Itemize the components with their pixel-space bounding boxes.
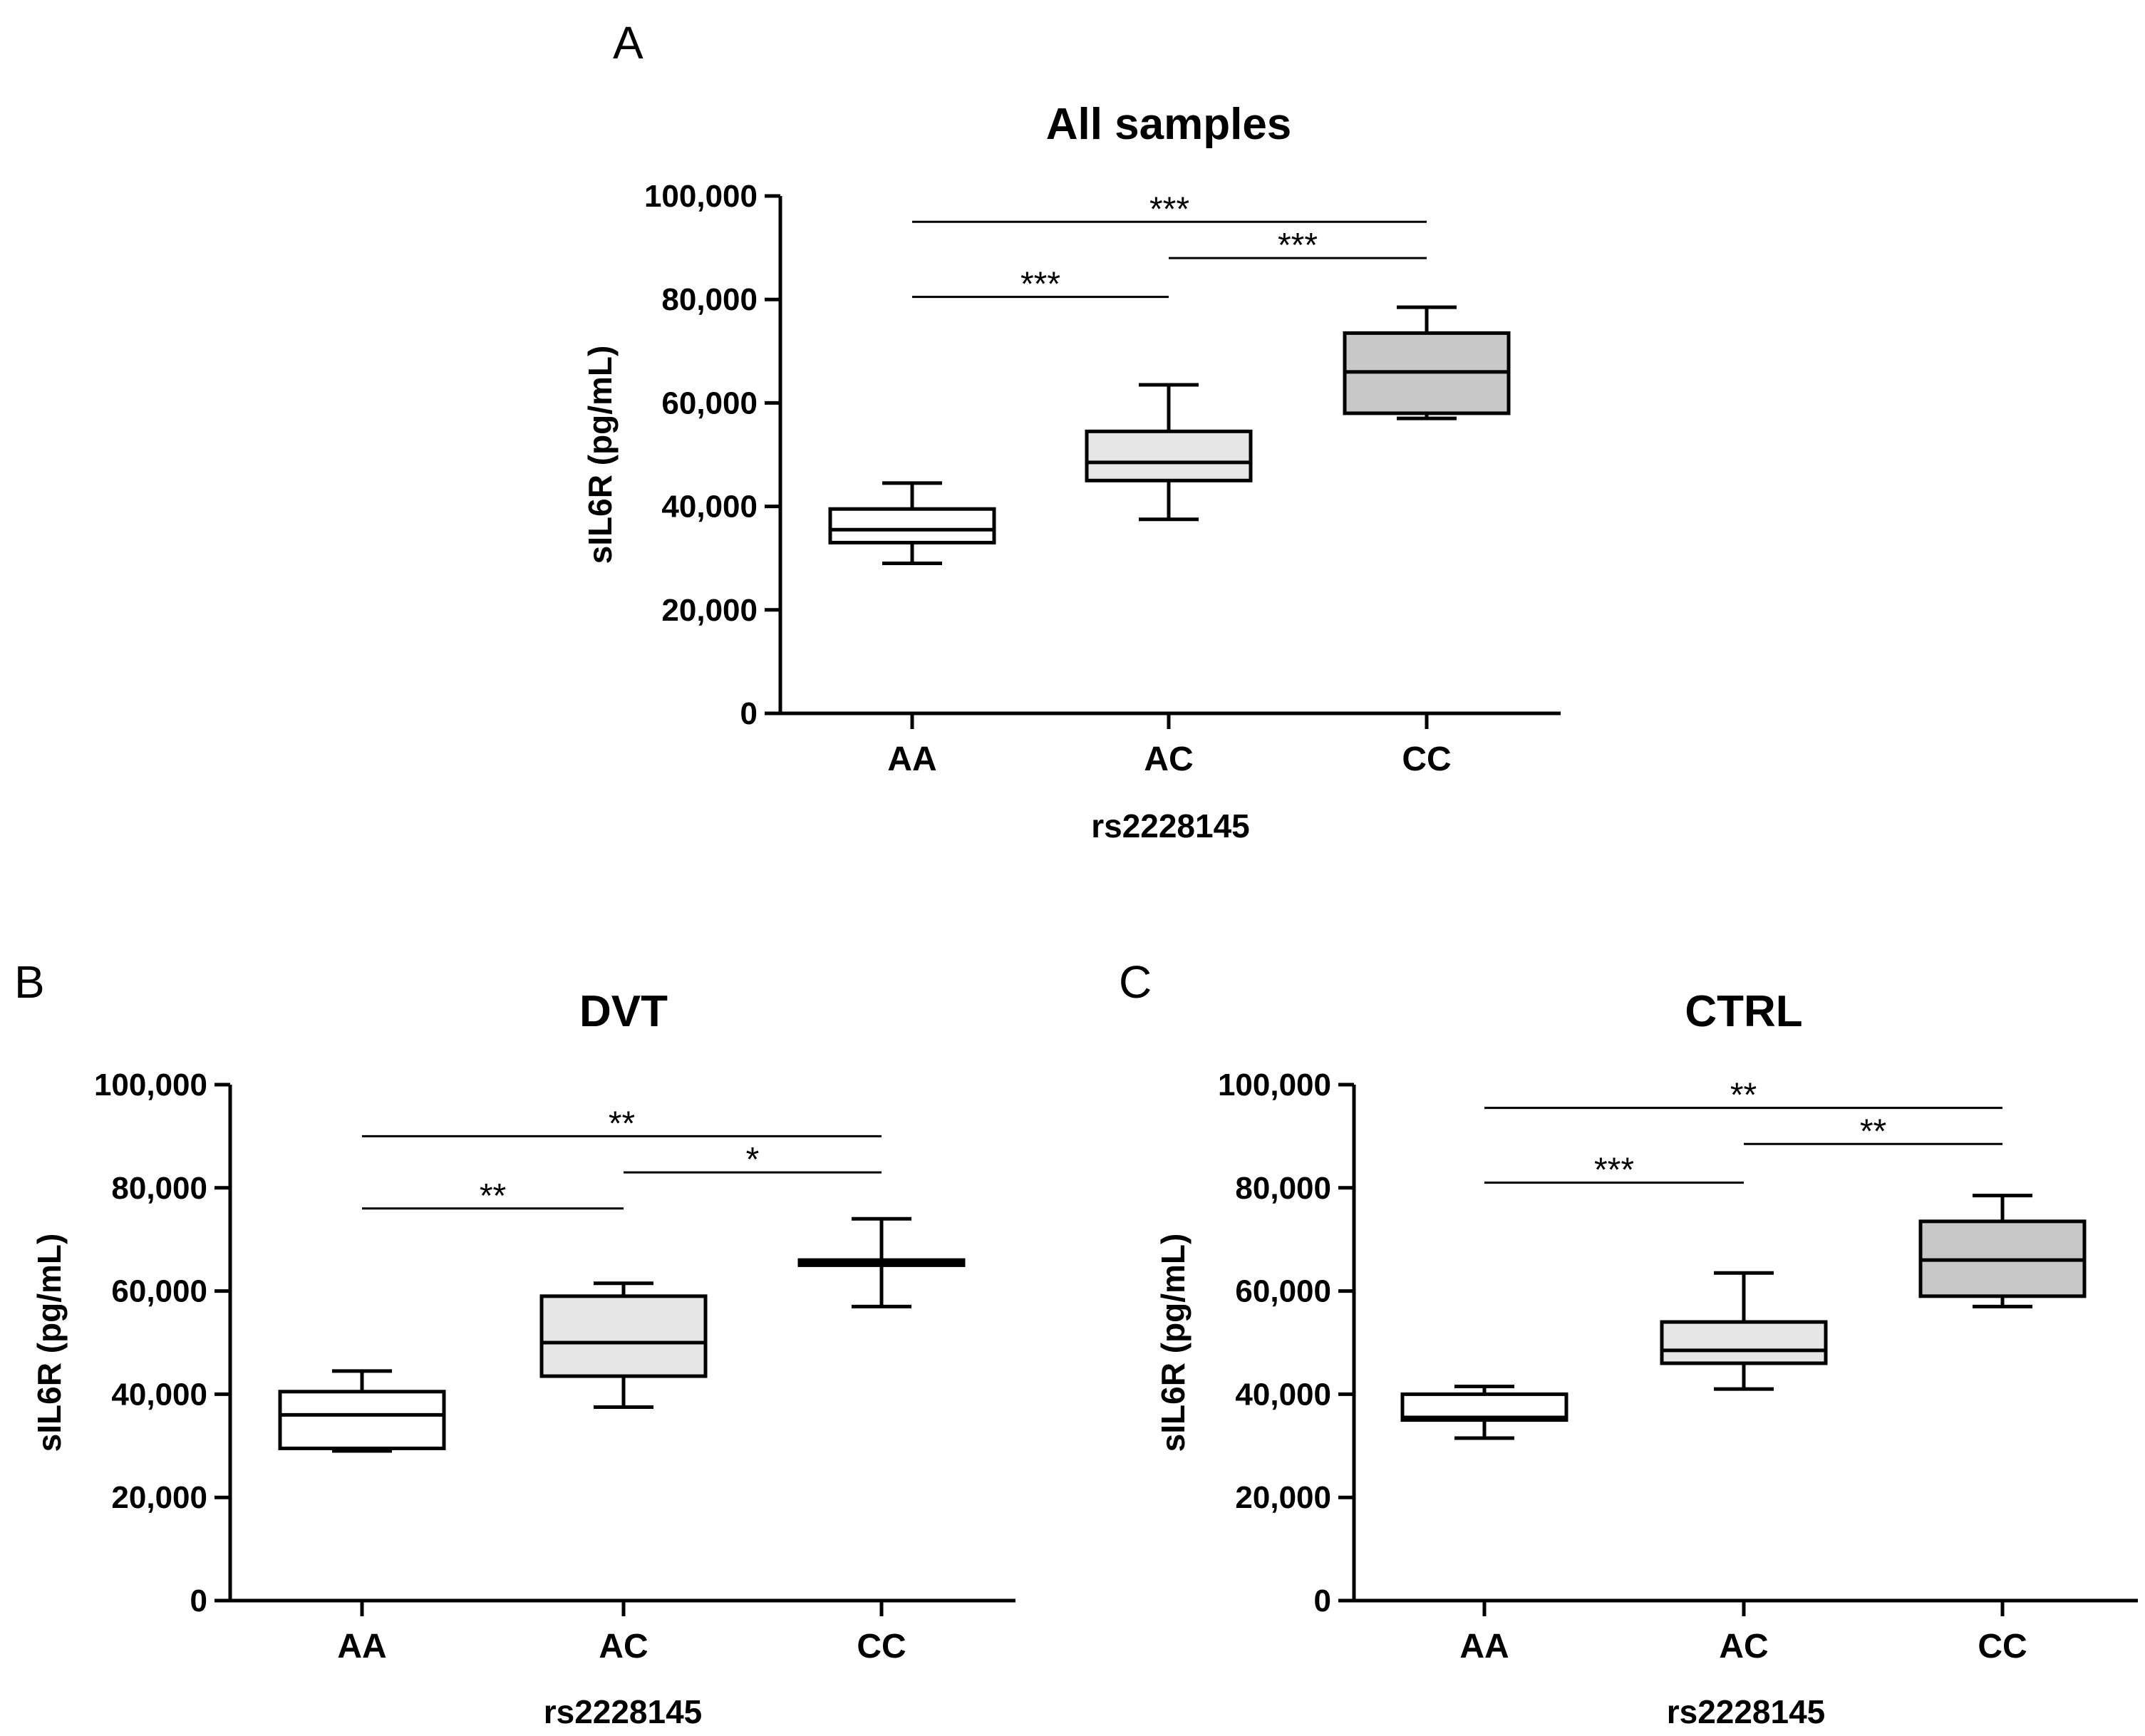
x-tick-label: AC (599, 1628, 648, 1665)
x-tick-label: AA (887, 740, 936, 778)
y-tick-label: 80,000 (1235, 1171, 1331, 1206)
chart-panel-c: C CTRL 0 20,000 40,000 60,000 80,000 100,000 AA A… (1119, 956, 2138, 1730)
y-tick-label: 20,000 (661, 593, 758, 628)
y-tick-label: 80,000 (111, 1171, 207, 1206)
chart-panel-a: A All samples 0 20,000 40,000 60,000 80,000 100… (582, 17, 1561, 844)
box-cc (1343, 305, 1511, 420)
box-ac (539, 1281, 708, 1409)
significance-label: *** (1278, 227, 1318, 264)
y-tick-label: 100,000 (94, 1068, 207, 1102)
significance-label: *** (1594, 1152, 1634, 1189)
y-axis-label: sIL6R (pg/mL) (582, 346, 619, 564)
box-iqr (828, 507, 996, 544)
x-tick-label: AA (337, 1628, 386, 1665)
significance-label: * (746, 1141, 760, 1179)
box-iqr (1660, 1320, 1828, 1365)
y-tick-label: 20,000 (111, 1480, 207, 1515)
significance-label: ** (1730, 1077, 1757, 1115)
y-tick-label: 0 (190, 1583, 207, 1618)
y-tick-label: 0 (1314, 1583, 1331, 1618)
chart-panel-b: B DVT 0 20,000 40,000 60,000 80,000 100,000 AA AC… (14, 956, 1015, 1730)
y-tick-label: 60,000 (1235, 1274, 1331, 1309)
x-axis-label: rs2228145 (544, 1693, 703, 1730)
y-tick-label: 40,000 (1235, 1377, 1331, 1412)
x-tick-label: AA (1459, 1628, 1509, 1665)
panel-letter: A (613, 17, 644, 68)
box-cc (797, 1216, 966, 1308)
box-iqr (278, 1390, 446, 1450)
box-iqr (539, 1294, 708, 1378)
y-tick-label: 40,000 (111, 1377, 207, 1412)
significance-label: ** (609, 1105, 635, 1142)
x-tick-label: CC (857, 1628, 906, 1665)
y-tick-label: 60,000 (661, 386, 758, 420)
y-axis-label: sIL6R (pg/mL) (1154, 1234, 1192, 1452)
y-tick-label: 60,000 (111, 1274, 207, 1309)
x-tick-label: AC (1144, 740, 1193, 778)
y-tick-label: 100,000 (1218, 1068, 1331, 1102)
box-aa (278, 1369, 446, 1453)
box-ac (1660, 1271, 1828, 1391)
significance-label: ** (480, 1177, 506, 1215)
panel-letter: C (1119, 956, 1152, 1008)
y-tick-label: 40,000 (661, 490, 758, 525)
box-cc (1918, 1194, 2087, 1308)
y-tick-label: 20,000 (1235, 1480, 1331, 1515)
box-aa (1400, 1385, 1568, 1440)
x-axis-label: rs2228145 (1667, 1693, 1826, 1730)
x-tick-label: AC (1719, 1628, 1768, 1665)
panel-letter: B (14, 956, 45, 1008)
y-tick-label: 80,000 (661, 282, 758, 317)
y-tick-label: 0 (740, 696, 758, 731)
box-iqr (1085, 429, 1253, 482)
chart-title: All samples (1046, 100, 1292, 149)
significance-label: *** (1020, 266, 1060, 304)
y-tick-label: 100,000 (644, 179, 758, 214)
box-aa (828, 481, 996, 565)
chart-title: CTRL (1685, 987, 1802, 1036)
y-axis-label: sIL6R (pg/mL) (31, 1234, 68, 1452)
x-tick-label: CC (1402, 740, 1451, 778)
chart-title: DVT (579, 987, 668, 1036)
significance-label: ** (1860, 1112, 1886, 1150)
box-ac (1085, 383, 1253, 522)
significance-label: *** (1149, 190, 1189, 228)
x-axis-label: rs2228145 (1091, 807, 1250, 844)
x-tick-label: CC (1978, 1628, 2027, 1665)
